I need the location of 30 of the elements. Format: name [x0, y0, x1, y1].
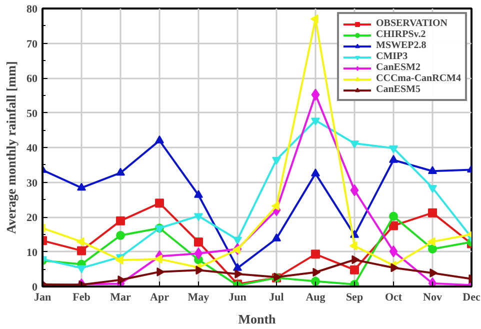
- y-tick-label: 20: [26, 212, 38, 224]
- y-tick-label: 30: [26, 177, 38, 190]
- legend-label: CCCma-CanRCM4: [376, 73, 461, 84]
- y-tick-label: 10: [26, 246, 38, 259]
- x-tick-label: Feb: [72, 292, 90, 304]
- legend-label: CHIRPSv.2: [376, 29, 426, 40]
- x-axis-title: Month: [238, 312, 277, 326]
- x-tick-label: Nov: [423, 292, 442, 304]
- legend-label: OBSERVATION: [376, 18, 448, 29]
- x-tick-label: May: [188, 292, 210, 304]
- y-tick-label: 60: [26, 73, 38, 85]
- y-tick-label: 70: [26, 38, 38, 50]
- y-axis-title: Average monthly rainfall [mm]: [4, 61, 18, 234]
- x-tick-label: Jan: [34, 292, 52, 304]
- x-tick-label: Aug: [306, 292, 326, 304]
- legend-label: CanESM5: [376, 84, 420, 95]
- x-tick-label: Apr: [150, 292, 170, 304]
- legend-label: CanESM2: [376, 62, 420, 73]
- y-tick-label: 80: [26, 4, 38, 16]
- x-tick-label: Dec: [462, 292, 480, 304]
- legend-label: MSWEP2.8: [376, 40, 426, 51]
- x-tick-label: Sep: [346, 292, 364, 304]
- x-tick-label: Oct: [384, 292, 402, 304]
- x-tick-label: Jul: [269, 292, 284, 304]
- x-tick-label: Jun: [228, 292, 246, 304]
- x-tick-label: Mar: [110, 292, 131, 304]
- y-tick-label: 50: [26, 108, 38, 120]
- legend-label: CMIP3: [376, 51, 408, 62]
- y-tick-label: 40: [26, 142, 38, 154]
- y-tick-label: 0: [32, 282, 38, 294]
